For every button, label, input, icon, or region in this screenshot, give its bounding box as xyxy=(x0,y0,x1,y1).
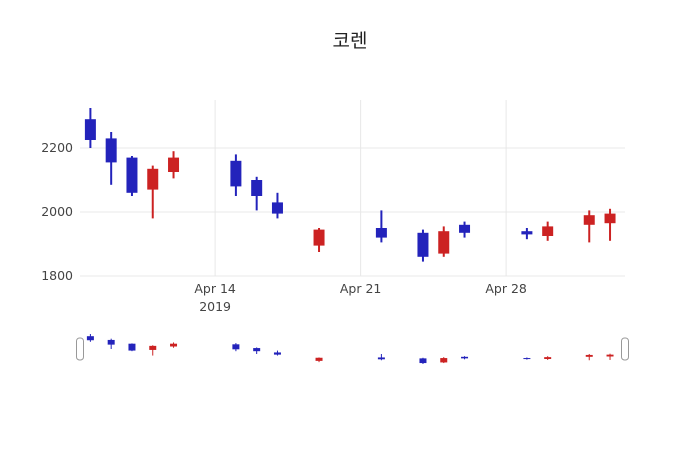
mini-candle-body xyxy=(128,343,136,351)
mini-candle-body xyxy=(232,344,240,350)
mini-candle-body xyxy=(523,358,531,360)
candle-body[interactable] xyxy=(542,226,554,236)
mini-candle-body xyxy=(315,357,323,361)
candle-body[interactable] xyxy=(230,160,242,187)
rangeslider-track[interactable] xyxy=(80,329,625,369)
candle-body[interactable] xyxy=(604,213,616,224)
rangeslider-handle-right[interactable] xyxy=(621,337,629,361)
axis-layer: 2200 2000 1800 Apr 14 2019 Apr 21 Apr 28 xyxy=(41,140,527,314)
mini-candle-body xyxy=(273,352,281,355)
candle-body[interactable] xyxy=(147,168,159,190)
candle-body[interactable] xyxy=(84,119,96,140)
candle-body[interactable] xyxy=(126,157,138,193)
mini-candle-body xyxy=(149,345,157,350)
y-tick-label: 2200 xyxy=(41,140,73,155)
x-tick-year-label: 2019 xyxy=(199,299,231,314)
chart-title: 코렌 xyxy=(332,30,368,52)
mini-candle-body xyxy=(440,358,448,363)
y-tick-label: 2000 xyxy=(41,204,73,219)
x-tick-label: Apr 28 xyxy=(485,281,527,296)
candle-body[interactable] xyxy=(459,224,471,233)
candle-body[interactable] xyxy=(105,138,117,163)
candle-body[interactable] xyxy=(271,202,283,214)
plot-area[interactable] xyxy=(80,100,625,276)
x-tick-label: Apr 21 xyxy=(340,281,382,296)
candle-layer xyxy=(80,100,625,276)
candle-body[interactable] xyxy=(417,232,429,257)
rangeslider-handle-left[interactable] xyxy=(76,337,84,361)
mini-candle-body xyxy=(107,339,115,345)
mini-candle-body xyxy=(606,354,614,357)
mini-candle-body xyxy=(585,354,593,357)
candle-body[interactable] xyxy=(583,215,595,225)
candle-body[interactable] xyxy=(375,228,387,238)
rangeslider xyxy=(76,329,629,369)
candle-body[interactable] xyxy=(251,180,263,196)
grid-layer xyxy=(80,100,625,277)
candle-body[interactable] xyxy=(313,229,325,246)
mini-candle-body xyxy=(419,358,427,364)
mini-candle-body xyxy=(461,356,469,359)
mini-candle-body xyxy=(86,336,94,341)
mini-candle-body xyxy=(170,343,178,347)
candle-body[interactable] xyxy=(521,231,533,235)
x-tick-label: Apr 14 xyxy=(194,281,236,296)
mini-candle-body xyxy=(377,357,385,360)
mini-candle-body xyxy=(253,348,261,352)
candle-body[interactable] xyxy=(168,157,180,172)
candle-body[interactable] xyxy=(438,231,450,254)
y-tick-label: 1800 xyxy=(41,268,73,283)
mini-candle-body xyxy=(544,357,552,359)
